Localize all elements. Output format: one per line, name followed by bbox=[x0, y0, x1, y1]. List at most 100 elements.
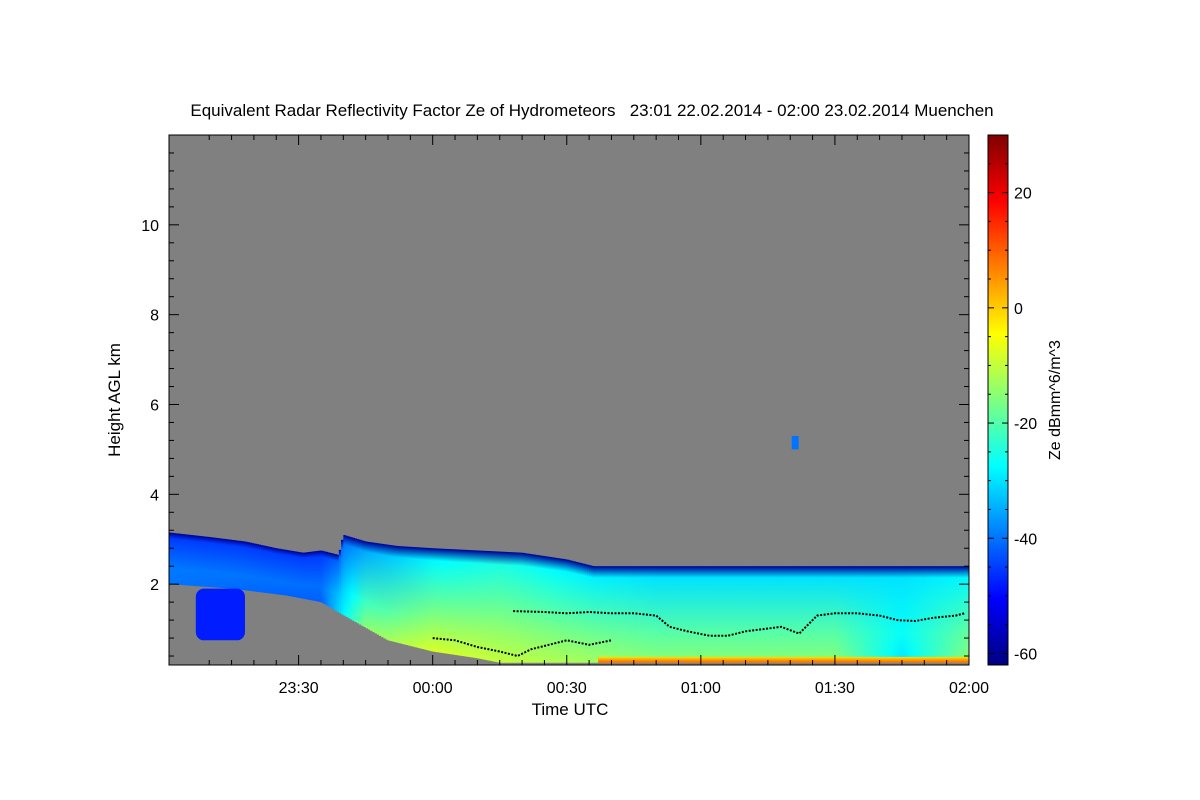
colorbar: 20 0 -20 -40 -60 bbox=[987, 134, 1037, 666]
cloud-column bbox=[828, 566, 831, 663]
cloud-column bbox=[439, 548, 443, 653]
cloud-column bbox=[305, 552, 308, 600]
cloud-column bbox=[571, 560, 574, 663]
cloud-column bbox=[307, 552, 311, 600]
cloud-column bbox=[361, 540, 364, 626]
cloud-column bbox=[459, 549, 463, 656]
cloud-column bbox=[300, 552, 304, 599]
cloud-column bbox=[734, 566, 737, 663]
cloud-column bbox=[569, 560, 572, 663]
cloud-column bbox=[727, 566, 731, 663]
cloud-column bbox=[298, 552, 302, 599]
cloud-column bbox=[901, 566, 905, 663]
cloud-column bbox=[314, 551, 317, 602]
cloud-column bbox=[486, 550, 489, 661]
cloud-column bbox=[850, 566, 854, 663]
cloud-column bbox=[595, 566, 599, 663]
cloud-column bbox=[352, 537, 355, 621]
cloud-column bbox=[839, 566, 843, 663]
cloud-column bbox=[951, 566, 954, 663]
cloud-column bbox=[267, 546, 270, 594]
cloud-column bbox=[231, 539, 235, 589]
cloud-column bbox=[678, 566, 682, 663]
cloud-column bbox=[329, 552, 333, 608]
cloud-column bbox=[745, 566, 749, 663]
cloud-column bbox=[437, 548, 440, 653]
cloud-column bbox=[658, 566, 662, 663]
x-tick-label: 01:00 bbox=[681, 680, 721, 697]
cloud-column bbox=[926, 566, 930, 663]
cloud-column bbox=[671, 566, 675, 663]
cloud-column bbox=[325, 551, 329, 606]
cloud-column bbox=[743, 566, 746, 663]
mixed-layer-marker-line bbox=[513, 610, 965, 637]
cloud-column bbox=[294, 551, 297, 598]
cloud-column bbox=[750, 566, 753, 663]
cloud-column bbox=[258, 544, 262, 593]
cloud-column bbox=[535, 554, 539, 663]
cloud-column bbox=[783, 566, 787, 663]
cloud-column bbox=[888, 566, 892, 663]
cloud-column bbox=[282, 549, 286, 596]
cloud-column bbox=[211, 537, 215, 588]
near-surface-band bbox=[598, 656, 969, 663]
cloud-column bbox=[966, 566, 970, 663]
x-tick-label: 00:00 bbox=[413, 680, 453, 697]
cloud-column bbox=[779, 566, 782, 663]
cloud-column bbox=[953, 566, 956, 663]
cloud-column bbox=[837, 566, 840, 663]
y-axis-label: Height AGL km bbox=[105, 343, 124, 457]
cloud-column bbox=[805, 566, 809, 663]
cloud-column bbox=[408, 546, 411, 646]
cloud-column bbox=[776, 566, 780, 663]
cloud-column bbox=[189, 534, 192, 586]
cloud-column bbox=[718, 566, 722, 663]
cloud-column bbox=[403, 546, 407, 645]
cloud-column bbox=[615, 566, 619, 663]
cloud-column bbox=[533, 554, 536, 663]
cloud-column bbox=[508, 552, 512, 663]
cloud-column bbox=[316, 550, 320, 602]
cloud-column bbox=[716, 566, 720, 663]
cloud-column bbox=[542, 555, 545, 663]
cloud-column bbox=[810, 566, 813, 663]
cloud-column bbox=[703, 566, 706, 663]
cloud-column bbox=[383, 544, 387, 639]
cloud-column bbox=[537, 555, 541, 663]
cloud-column bbox=[251, 543, 255, 592]
cloud-column bbox=[242, 541, 246, 591]
cloud-column bbox=[244, 541, 248, 591]
cloud-column bbox=[274, 547, 277, 595]
cloud-column bbox=[939, 566, 943, 663]
cloud-column bbox=[323, 551, 326, 605]
cloud-column bbox=[640, 566, 644, 663]
cloud-column bbox=[593, 566, 597, 663]
cloud-column bbox=[723, 566, 726, 663]
cloud-column bbox=[200, 536, 203, 587]
cloud-column bbox=[320, 550, 324, 603]
cloud-column bbox=[350, 537, 353, 620]
cloud-column bbox=[656, 566, 659, 663]
cloud-column bbox=[372, 542, 375, 633]
cloud-column bbox=[240, 541, 244, 590]
chart-title: Equivalent Radar Reflectivity Factor Ze … bbox=[190, 101, 993, 120]
cloud-column bbox=[519, 552, 523, 663]
cloud-column bbox=[539, 555, 543, 663]
cloud-column bbox=[897, 566, 901, 663]
cloud-column bbox=[238, 540, 241, 590]
cloud-column bbox=[933, 566, 936, 663]
colorbar-tick-label: -20 bbox=[1014, 416, 1037, 433]
cloud-column bbox=[931, 566, 934, 663]
cloud-column bbox=[660, 566, 664, 663]
cloud-column bbox=[886, 566, 889, 663]
cloud-column bbox=[922, 566, 925, 663]
cloud-column bbox=[461, 549, 465, 657]
cloud-column bbox=[785, 566, 789, 663]
cloud-column bbox=[381, 543, 384, 638]
cloud-column bbox=[884, 566, 887, 663]
cloud-column bbox=[564, 559, 568, 663]
cloud-column bbox=[195, 535, 199, 587]
x-tick-label: 23:30 bbox=[279, 680, 319, 697]
cloud-column bbox=[790, 566, 793, 663]
cloud-column bbox=[812, 566, 816, 663]
